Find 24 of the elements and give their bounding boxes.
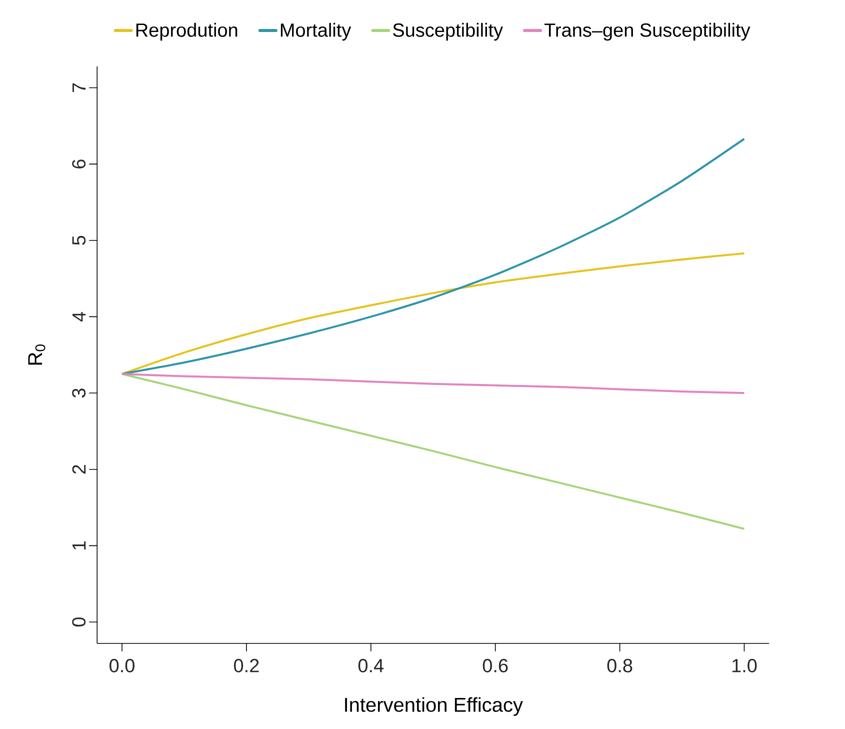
legend-label: Susceptibility: [393, 22, 503, 41]
legend-label: Mortality: [280, 22, 352, 41]
y-tick-label: 0: [72, 617, 86, 627]
y-tick-label: 6: [72, 160, 86, 168]
y-tick-label: 2: [72, 465, 86, 474]
y-tick-label: 4: [72, 312, 86, 322]
y-tick-label: 5: [72, 236, 86, 245]
line-series: [121, 372, 746, 394]
legend-label: Reprodution: [136, 22, 238, 41]
y-tick-label: 7: [72, 83, 86, 92]
x-tick-label: 0.6: [482, 658, 508, 672]
x-tick-label: 1.0: [732, 658, 757, 672]
y-tick-label: 1: [72, 541, 86, 550]
x-axis-title: Intervention Efficacy: [345, 697, 523, 716]
x-tick-label: 0.2: [234, 658, 259, 672]
y-tick-label: 3: [72, 388, 86, 398]
line-series: [121, 252, 746, 375]
x-tick-label: 0.0: [110, 658, 134, 672]
line-series: [121, 372, 746, 530]
legend-label: Trans–gen Susceptibility: [544, 22, 750, 41]
x-tick-label: 0.8: [607, 658, 632, 672]
line-series: [121, 138, 746, 375]
x-tick-label: 0.4: [358, 658, 384, 672]
y-axis-title: R$_{0}$: [28, 344, 46, 365]
